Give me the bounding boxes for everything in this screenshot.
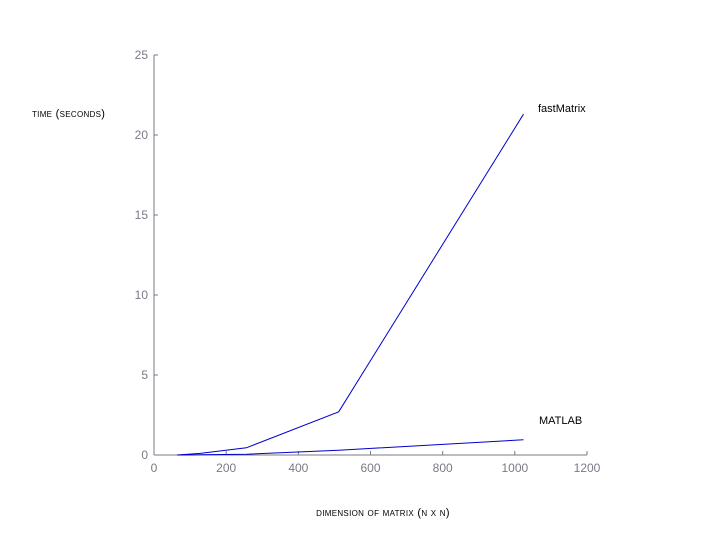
y-tick-label: 25 (135, 48, 149, 62)
series-line-matlab (177, 439, 524, 456)
y-tick-label: 15 (135, 208, 149, 222)
x-tick-label: 200 (216, 461, 236, 475)
x-tick-label: 800 (433, 461, 453, 475)
x-tick-label: 0 (151, 461, 158, 475)
y-tick-label: 0 (141, 448, 148, 462)
x-tick-label: 1200 (574, 461, 601, 475)
chart-series (177, 113, 524, 456)
x-axis-title: dimension of matrix (n x n) (316, 507, 450, 519)
y-tick-label: 10 (135, 288, 149, 302)
x-tick-label: 600 (360, 461, 380, 475)
annotation-fastmatrix: fastMatrix (538, 103, 586, 115)
series-line-fastmatrix (177, 113, 524, 456)
annotation-matlab: MATLAB (539, 415, 582, 427)
y-tick-label: 20 (135, 128, 149, 142)
y-tick-label: 5 (141, 368, 148, 382)
y-axis-title: time (seconds) (32, 108, 105, 120)
x-tick-label: 1000 (501, 461, 528, 475)
x-tick-label: 400 (288, 461, 308, 475)
chart-axes: 0 200 400 600 800 1000 1200 0 5 10 15 20 25 (135, 48, 601, 475)
